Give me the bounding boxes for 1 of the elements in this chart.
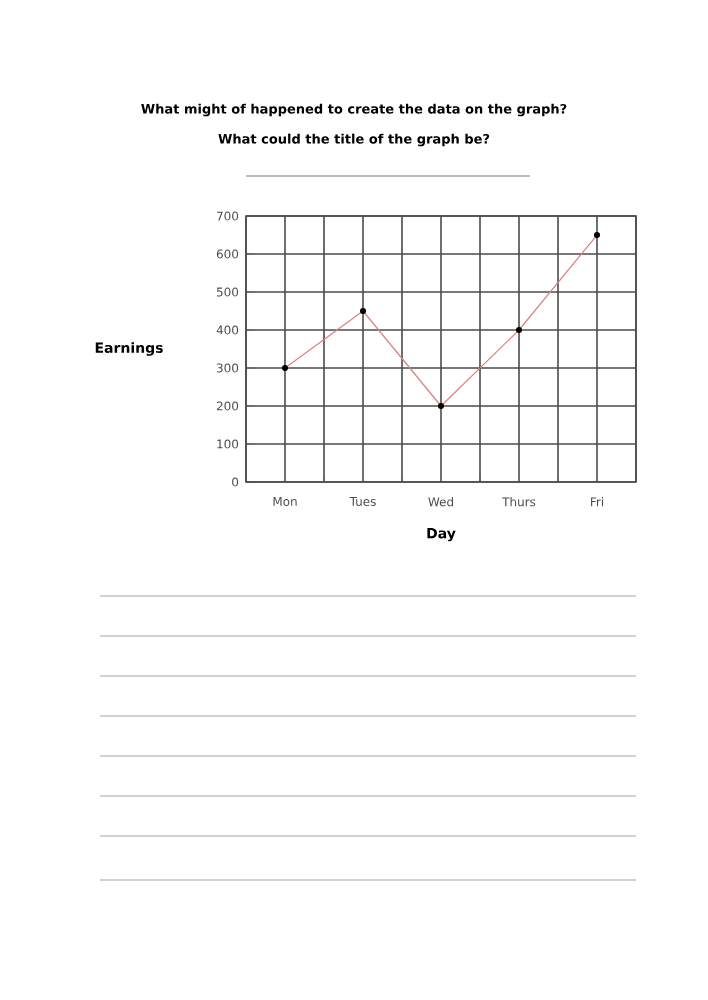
line-series <box>282 232 600 409</box>
